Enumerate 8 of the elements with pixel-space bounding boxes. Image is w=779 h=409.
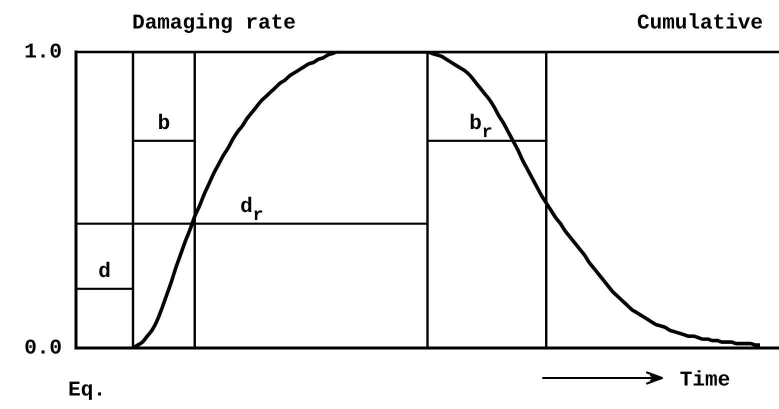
- x-axis-title: Time: [680, 369, 730, 392]
- text: Cumulative: [636, 12, 764, 36]
- series-label: b: [158, 113, 170, 136]
- y-tick-label: 1.0: [24, 41, 62, 64]
- y-tick-label: 0.0: [24, 337, 62, 360]
- text: Eq.: [68, 379, 106, 402]
- text: Damaging rate: [132, 12, 296, 36]
- series-label: d: [98, 261, 111, 284]
